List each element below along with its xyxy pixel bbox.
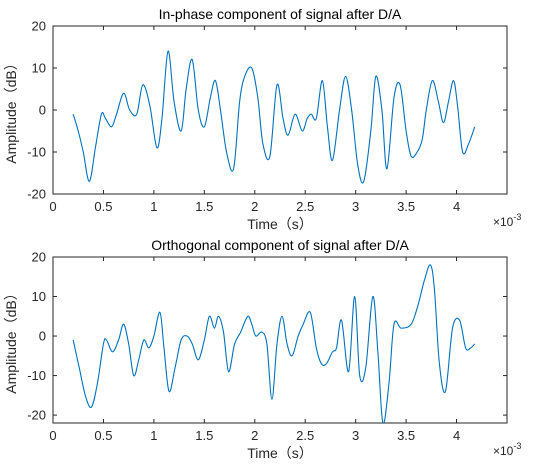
- x-tick-label: 3.5: [397, 428, 415, 443]
- x-tick-label: 0: [49, 428, 56, 443]
- x-exponent-power: -3: [513, 441, 521, 451]
- x-exponent-base: ×10: [493, 215, 514, 229]
- y-tick-label: 0: [39, 329, 46, 344]
- x-tick-label: 0.5: [94, 428, 112, 443]
- x-tick-label: 0.5: [94, 199, 112, 214]
- plot-area-box: [52, 256, 508, 424]
- y-tick-label: 10: [32, 289, 46, 304]
- x-tick-label: 4: [453, 428, 460, 443]
- x-exponent-label: ×10-3: [493, 212, 521, 229]
- y-tick-label: 20: [32, 19, 46, 34]
- panel-in-phase: 0 0.5 1 1.5 2 2.5 3 3.5 4 -20 -10 0 10 20 In-phase com…: [3, 6, 521, 232]
- x-tick-label: 1: [150, 199, 157, 214]
- x-exponent-power: -3: [513, 212, 521, 222]
- signal-series-line: [72, 50, 476, 184]
- x-tick-label: 0: [49, 199, 56, 214]
- y-tick-label: -20: [27, 408, 46, 423]
- x-tick-label: 1.5: [195, 199, 213, 214]
- x-tick-label: 3.5: [397, 199, 415, 214]
- y-axis-label: Amplitude（dB）: [3, 286, 19, 393]
- x-tick-label: 2.5: [296, 428, 314, 443]
- x-tick-label: 3: [352, 428, 359, 443]
- chart-title: Orthogonal component of signal after D/A: [151, 237, 409, 253]
- panel-orthogonal: 0 0.5 1 1.5 2 2.5 3 3.5 4 -20 -10 0 10 20 Orthogonal c…: [3, 237, 521, 461]
- x-exponent-base: ×10: [493, 444, 514, 458]
- plot-area-box: [52, 25, 508, 195]
- x-tick-label: 1: [150, 428, 157, 443]
- signal-series-line: [72, 264, 476, 423]
- y-tick-label: 10: [32, 61, 46, 76]
- x-tick-label: 1.5: [195, 428, 213, 443]
- x-tick-label: 4: [453, 199, 460, 214]
- y-tick-label: -10: [27, 368, 46, 383]
- y-tick-label: -20: [27, 187, 46, 202]
- x-axis-label: Time（s）: [247, 445, 313, 461]
- y-tick-label: -10: [27, 145, 46, 160]
- y-axis-label: Amplitude（dB）: [3, 56, 19, 163]
- x-tick-label: 3: [352, 199, 359, 214]
- x-axis-label: Time（s）: [247, 216, 313, 232]
- chart-title: In-phase component of signal after D/A: [159, 6, 402, 22]
- x-exponent-label: ×10-3: [493, 441, 521, 458]
- x-tick-label: 2: [251, 199, 258, 214]
- x-tick-label: 2.5: [296, 199, 314, 214]
- y-tick-label: 20: [32, 250, 46, 265]
- x-tick-label: 2: [251, 428, 258, 443]
- y-tick-label: 0: [39, 103, 46, 118]
